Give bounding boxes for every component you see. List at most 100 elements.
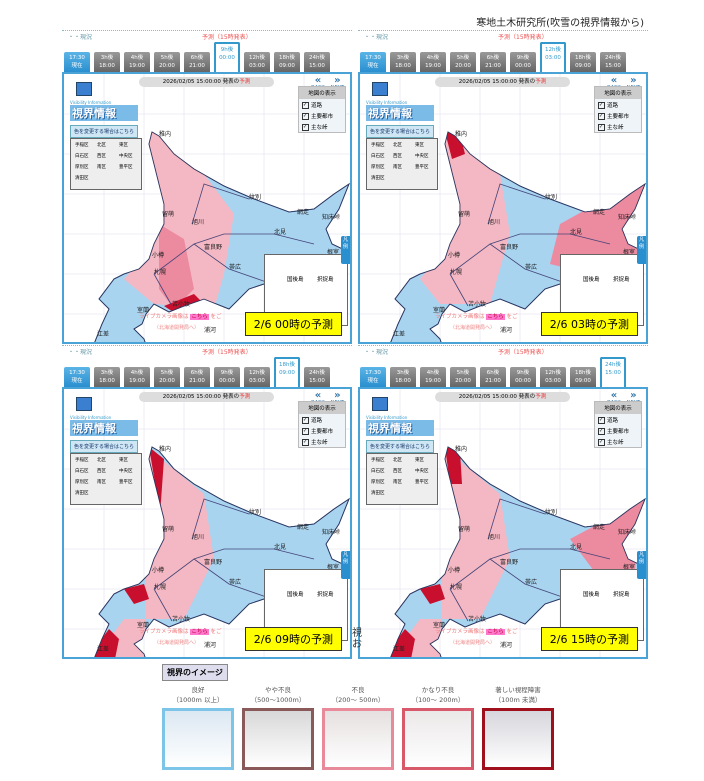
tab-offset: 3h後: [396, 370, 410, 376]
sapporo-inset[interactable]: 手稲区 北区 東区 白石区 西区 中央区 厚別区 南区 豊平区 清田区: [70, 138, 142, 190]
tab-1[interactable]: 3h後 18:00: [390, 367, 416, 387]
layer-checkbox[interactable]: ✓ 道路: [595, 99, 641, 110]
legend-tab[interactable]: 凡例: [637, 236, 646, 264]
tab-time: 18:00: [99, 63, 115, 69]
tab-3[interactable]: 5h後 20:00: [154, 52, 180, 72]
tab-2[interactable]: 4h後 19:00: [420, 367, 446, 387]
ward-label: 北区: [393, 143, 402, 148]
camera-link[interactable]: こちら: [190, 629, 209, 635]
ward-label: 中央区: [119, 469, 133, 474]
next-icon: »: [630, 390, 637, 401]
layer-checkbox[interactable]: ✓ 主要都市: [595, 425, 641, 436]
tab-8[interactable]: 24h後 15:00: [304, 367, 330, 387]
level-range: （100～ 200m）: [411, 696, 465, 704]
tab-3[interactable]: 5h後 20:00: [450, 52, 476, 72]
camera-link[interactable]: こちら: [190, 314, 209, 320]
layer-checkbox[interactable]: ✓ 道路: [595, 414, 641, 425]
level-photo: [322, 708, 394, 770]
tab-time: 03:00: [249, 63, 265, 69]
city-label: 室蘭: [137, 306, 149, 314]
tab-3[interactable]: 5h後 20:00: [450, 367, 476, 387]
layer-label: 主要都市: [607, 113, 630, 120]
legend-tab[interactable]: 凡例: [637, 551, 646, 579]
tab-6[interactable]: 12h後 03:00: [244, 52, 270, 72]
tab-4[interactable]: 6h後 21:00: [184, 367, 210, 387]
timeline-header: ・・現況 予測（15時発表）: [62, 30, 352, 41]
camera-sub[interactable]: （北海道開発局へ）: [154, 640, 200, 646]
camera-sub[interactable]: （北海道開発局へ）: [450, 325, 496, 331]
city-label: 浦河: [204, 641, 216, 649]
tab-5[interactable]: 9h後 00:00: [214, 42, 240, 72]
camera-sub[interactable]: （北海道開発局へ）: [154, 325, 200, 331]
tab-7[interactable]: 18h後 09:00: [274, 52, 300, 72]
sapporo-inset[interactable]: 手稲区 北区 東区 白石区 西区 中央区 厚別区 南区 豊平区 清田区: [70, 453, 142, 505]
tab-offset: 4h後: [426, 55, 440, 61]
tab-offset: 6h後: [486, 55, 500, 61]
tab-5[interactable]: 9h後 00:00: [510, 367, 536, 387]
layer-checkbox[interactable]: ✓ 主要都市: [299, 425, 345, 436]
layer-checkbox[interactable]: ✓ 道路: [299, 414, 345, 425]
color-change-button[interactable]: 色を変更する場合はこちら: [366, 125, 435, 138]
layer-checkbox[interactable]: ✓ 主な峠: [299, 121, 345, 132]
tab-2[interactable]: 4h後 19:00: [124, 52, 150, 72]
tab-2[interactable]: 4h後 19:00: [124, 367, 150, 387]
legend-tab[interactable]: 凡例: [341, 236, 350, 264]
layer-checkbox[interactable]: ✓ 主要都市: [299, 110, 345, 121]
tab-0[interactable]: 17:30 現在: [360, 52, 386, 72]
camera-text-after: をご: [210, 314, 222, 320]
camera-sub[interactable]: （北海道開発局へ）: [450, 640, 496, 646]
hokkaido-map[interactable]: 稚内紋別網走知床峠北見根室釧路帯広富良野旭川留萌小樽札幌苫小牧室蘭江差函館浦河: [360, 389, 646, 657]
layer-checkbox[interactable]: ✓ 主要都市: [595, 110, 641, 121]
layer-checkbox[interactable]: ✓ 主な峠: [595, 436, 641, 447]
tab-offset: 17:30: [69, 370, 85, 376]
hokkaido-map[interactable]: 稚内紋別網走知床峠北見根室釧路帯広富良野旭川留萌小樽札幌苫小牧室蘭江差函館浦河: [64, 74, 350, 342]
tab-1[interactable]: 3h後 18:00: [390, 52, 416, 72]
tab-8[interactable]: 24h後 15:00: [600, 357, 626, 387]
city-label: 稚内: [159, 445, 171, 453]
color-change-button[interactable]: 色を変更する場合はこちら: [70, 440, 139, 453]
tab-7[interactable]: 18h後 09:00: [570, 52, 596, 72]
tab-1[interactable]: 3h後 18:00: [94, 52, 120, 72]
tab-4[interactable]: 6h後 21:00: [480, 52, 506, 72]
hokkaido-map[interactable]: 稚内紋別網走知床峠北見根室釧路帯広富良野旭川留萌小樽札幌苫小牧室蘭江差函館浦河: [64, 389, 350, 657]
tab-4[interactable]: 6h後 21:00: [480, 367, 506, 387]
ward-label: 白石区: [371, 154, 385, 159]
city-label: 帯広: [525, 578, 537, 586]
tab-3[interactable]: 5h後 20:00: [154, 367, 180, 387]
tab-offset: 6h後: [190, 55, 204, 61]
tab-0[interactable]: 17:30 現在: [64, 367, 90, 387]
camera-link[interactable]: こちら: [486, 629, 505, 635]
layer-checkbox[interactable]: ✓ 主な峠: [299, 436, 345, 447]
tab-0[interactable]: 17:30 現在: [360, 367, 386, 387]
tab-6[interactable]: 12h後 03:00: [540, 367, 566, 387]
tab-4[interactable]: 6h後 21:00: [184, 52, 210, 72]
tab-offset: 24h後: [605, 362, 621, 368]
tab-7[interactable]: 18h後 09:00: [570, 367, 596, 387]
tab-2[interactable]: 4h後 19:00: [420, 52, 446, 72]
city-label: 留萌: [458, 525, 470, 533]
city-label: 網走: [593, 523, 605, 531]
tab-1[interactable]: 3h後 18:00: [94, 367, 120, 387]
tab-8[interactable]: 24h後 15:00: [304, 52, 330, 72]
sapporo-inset[interactable]: 手稲区 北区 東区 白石区 西区 中央区 厚別区 南区 豊平区 清田区: [366, 138, 438, 190]
color-change-button[interactable]: 色を変更する場合はこちら: [366, 440, 435, 453]
city-label: 根室: [623, 248, 635, 256]
tab-8[interactable]: 24h後 15:00: [600, 52, 626, 72]
camera-link[interactable]: こちら: [486, 314, 505, 320]
tab-offset: 6h後: [486, 370, 500, 376]
layer-checkbox[interactable]: ✓ 道路: [299, 99, 345, 110]
hokkaido-map[interactable]: 稚内紋別網走知床峠北見根室釧路帯広富良野旭川留萌小樽札幌苫小牧室蘭江差函館浦河: [360, 74, 646, 342]
tab-5[interactable]: 9h後 00:00: [214, 367, 240, 387]
layer-checkbox[interactable]: ✓ 主な峠: [595, 121, 641, 132]
ward-label: 西区: [97, 154, 106, 159]
legend-tab[interactable]: 凡例: [341, 551, 350, 579]
city-label: 知床峠: [618, 213, 636, 221]
tab-6[interactable]: 12h後 03:00: [540, 42, 566, 72]
tab-5[interactable]: 9h後 00:00: [510, 52, 536, 72]
tab-6[interactable]: 12h後 03:00: [244, 367, 270, 387]
tab-7[interactable]: 18h後 09:00: [274, 357, 300, 387]
sapporo-inset[interactable]: 手稲区 北区 東区 白石区 西区 中央区 厚別区 南区 豊平区 清田区: [366, 453, 438, 505]
color-change-button[interactable]: 色を変更する場合はこちら: [70, 125, 139, 138]
city-label: 根室: [327, 563, 339, 571]
tab-0[interactable]: 17:30 現在: [64, 52, 90, 72]
